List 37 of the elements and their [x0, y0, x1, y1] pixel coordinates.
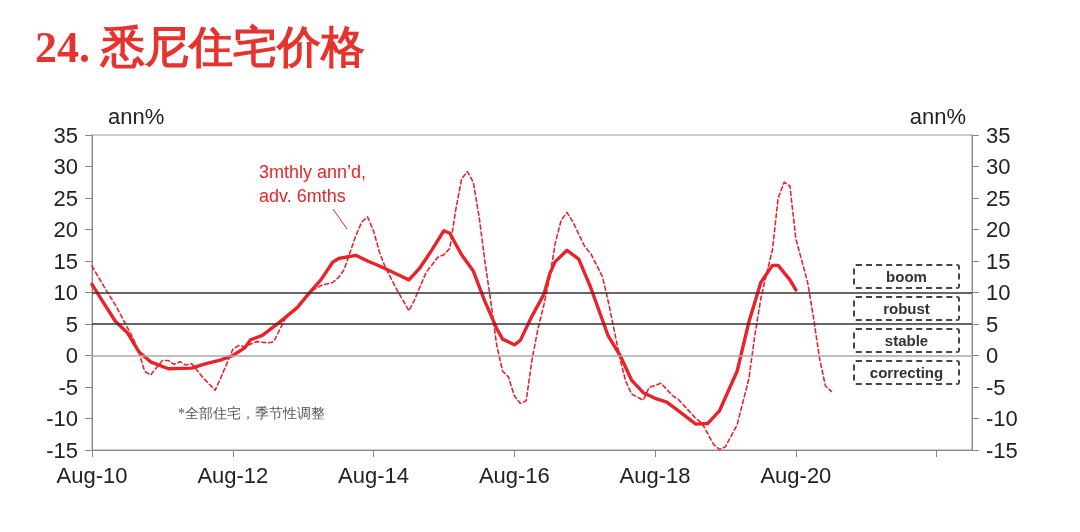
- y2-tick-label: 15: [986, 248, 1011, 274]
- y-axis-title: ann%: [108, 103, 165, 129]
- annotation: boom: [853, 264, 960, 289]
- y-tick-label: -15: [46, 437, 78, 463]
- y2-axis-title: ann%: [909, 103, 966, 129]
- annotation: correcting: [853, 360, 960, 385]
- y2-tick-label: 10: [986, 280, 1011, 305]
- y2-tick-label: -5: [986, 374, 1006, 400]
- y-tick-label: 20: [53, 217, 78, 242]
- x-tick-label: Aug-20: [760, 462, 832, 488]
- x-tick-label: Aug-10: [56, 462, 128, 488]
- annotation: stable: [853, 328, 960, 353]
- y2-tick-label: 20: [986, 217, 1011, 242]
- x-tick-label: Aug-12: [197, 462, 269, 488]
- y-tick-label: 0: [65, 343, 78, 368]
- y-tick-label: 5: [65, 311, 78, 337]
- x-tick-label: Aug-14: [338, 462, 409, 488]
- y2-tick-label: -10: [986, 406, 1018, 431]
- annotation: robust: [853, 296, 960, 321]
- y-tick-label: 10: [53, 280, 78, 305]
- y2-tick-label: 30: [986, 154, 1011, 179]
- y-tick-label: 25: [53, 185, 78, 211]
- y-tick-label: -10: [46, 406, 78, 431]
- y2-tick-label: -15: [986, 437, 1018, 463]
- x-tick-label: Aug-18: [619, 462, 691, 488]
- y-tick-label: -5: [58, 374, 78, 400]
- y-tick-label: 35: [53, 122, 78, 148]
- y2-tick-label: 35: [986, 122, 1011, 148]
- y2-tick-label: 25: [986, 185, 1011, 211]
- y2-tick-label: 5: [986, 311, 999, 337]
- annotation: *全部住宅，季节性调整: [178, 405, 325, 423]
- y-tick-label: 15: [53, 248, 78, 274]
- y2-tick-label: 0: [986, 343, 999, 368]
- series-label: 3mthly ann’d, adv. 6mths: [259, 162, 367, 206]
- chart-title: 24. 悉尼住宅价格: [35, 22, 365, 72]
- y-tick-label: 30: [53, 154, 78, 179]
- x-tick-label: Aug-16: [478, 462, 550, 488]
